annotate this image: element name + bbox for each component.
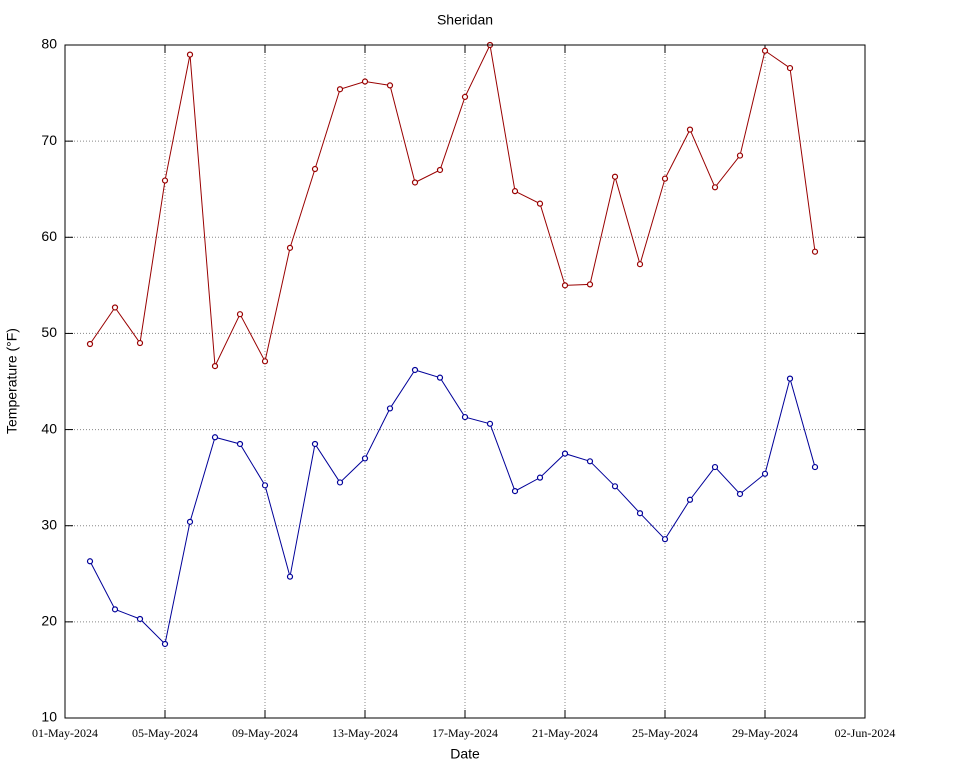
data-point	[611, 483, 619, 490]
data-point	[286, 573, 294, 580]
chart-title: Sheridan	[437, 12, 493, 28]
data-point	[586, 458, 594, 465]
y-tick-label: 20	[41, 613, 57, 629]
data-point	[686, 496, 694, 503]
data-point	[786, 375, 794, 382]
data-point	[661, 536, 669, 543]
x-tick-label: 09-May-2024	[232, 726, 298, 740]
data-point	[236, 440, 244, 448]
x-tick-label: 29-May-2024	[732, 726, 798, 740]
data-point	[511, 488, 519, 495]
data-point	[111, 304, 119, 311]
x-tick-label: 17-May-2024	[432, 726, 498, 740]
data-point	[436, 166, 444, 174]
data-point	[761, 470, 769, 477]
data-point	[536, 474, 544, 481]
y-tick-label: 70	[41, 132, 57, 148]
data-point	[136, 339, 144, 347]
y-axis-label: Temperature (°F)	[4, 328, 20, 434]
data-point	[536, 200, 544, 207]
plot-area: 10 20 30 40 50 60 70 80 01-May-2024 05-May-2024 09…	[32, 36, 895, 740]
data-point	[361, 78, 369, 85]
data-point	[461, 93, 469, 101]
data-point	[661, 175, 669, 182]
data-point	[636, 510, 644, 517]
data-point	[136, 615, 144, 623]
data-point	[311, 440, 319, 448]
data-point	[761, 47, 769, 54]
data-point	[86, 340, 94, 348]
data-point	[361, 455, 369, 462]
data-point	[311, 165, 319, 173]
data-point	[736, 490, 744, 498]
data-point	[611, 173, 619, 180]
data-point	[211, 434, 219, 441]
plot-frame	[64, 44, 866, 719]
data-point	[711, 463, 719, 471]
series-line	[89, 43, 816, 368]
y-tick-label: 40	[41, 420, 57, 436]
x-axis-label: Date	[450, 746, 480, 762]
data-point	[111, 606, 119, 613]
data-point	[736, 152, 744, 159]
y-tick-label: 80	[41, 36, 57, 52]
data-point	[686, 126, 694, 133]
x-tick-label: 21-May-2024	[532, 726, 598, 740]
y-tick-label: 10	[41, 709, 57, 725]
data-point	[336, 479, 344, 486]
x-tick-label: 02-Jun-2024	[835, 726, 896, 740]
x-tick-label: 05-May-2024	[132, 726, 198, 740]
data-point	[811, 248, 819, 255]
data-point	[161, 640, 169, 648]
data-point	[386, 82, 394, 89]
data-point	[186, 518, 194, 525]
data-point	[211, 363, 219, 370]
data-point	[161, 177, 169, 184]
y-tick-label: 30	[41, 516, 57, 532]
data-point	[236, 311, 244, 318]
data-point	[636, 261, 644, 268]
y-tick-label: 60	[41, 228, 57, 244]
data-point	[411, 179, 419, 186]
x-tick-label: 01-May-2024	[32, 726, 98, 740]
data-point	[786, 64, 794, 72]
data-point	[811, 463, 819, 471]
x-tick-label: 25-May-2024	[632, 726, 698, 740]
data-point	[186, 51, 194, 58]
data-point	[486, 420, 494, 427]
data-point	[336, 86, 344, 93]
data-point	[586, 281, 594, 288]
data-point	[461, 413, 469, 421]
data-point	[386, 405, 394, 412]
data-point	[436, 374, 444, 381]
data-point	[561, 450, 569, 457]
data-point	[261, 482, 269, 489]
data-point	[86, 558, 94, 565]
data-point	[561, 282, 569, 289]
data-point	[511, 188, 519, 195]
y-tick-label: 50	[41, 324, 57, 340]
series-line	[89, 369, 816, 645]
data-point	[411, 366, 419, 374]
x-tick-label: 13-May-2024	[332, 726, 398, 740]
data-point	[261, 358, 269, 365]
data-point	[286, 244, 294, 251]
data-point	[711, 184, 719, 191]
